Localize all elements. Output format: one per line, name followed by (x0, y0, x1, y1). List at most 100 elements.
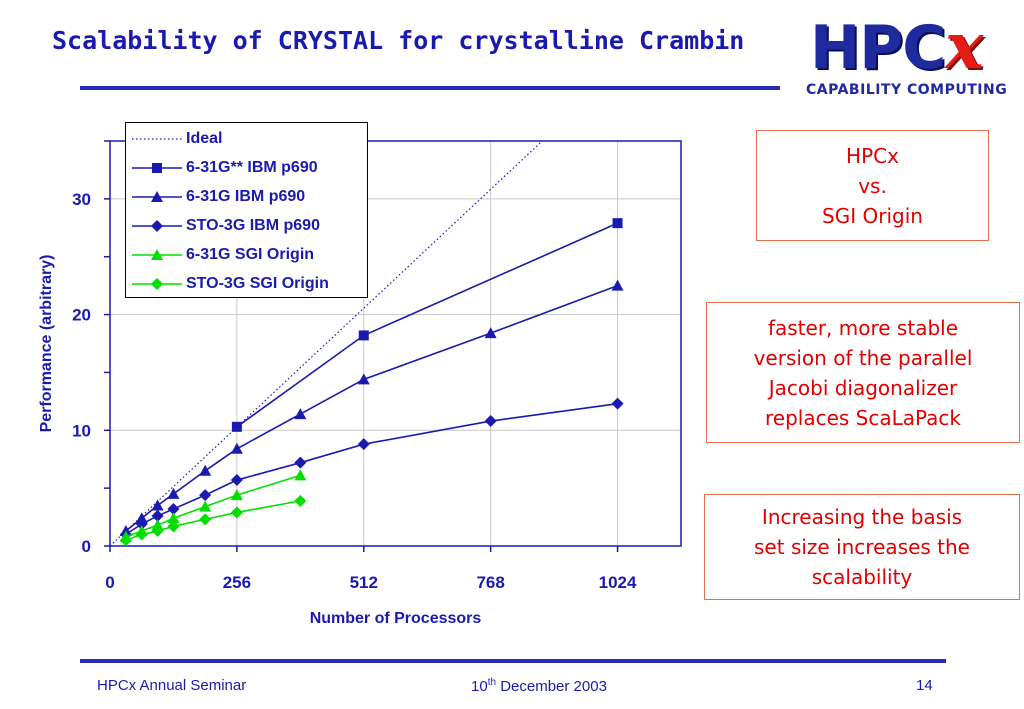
series-6-31g-ibm-p690 (231, 218, 623, 432)
callout-line: Jacobi diagonalizer (768, 375, 958, 400)
footer-date: 10th December 2003 (471, 677, 607, 695)
data-point (151, 509, 164, 522)
title-rule (80, 86, 780, 90)
data-point (294, 408, 307, 420)
legend-label: 6-31G IBM p690 (186, 188, 306, 205)
logo-subtitle: CAPABILITY COMPUTING (806, 82, 1008, 98)
legend-swatch-marker (151, 278, 163, 290)
data-point (135, 518, 148, 531)
legend-item-sto-3g-ibm-p690: STO-3G IBM p690 (132, 212, 320, 240)
data-point (230, 474, 243, 487)
x-tick-label: 768 (476, 573, 504, 592)
footer-date-rest: December 2003 (496, 678, 607, 695)
legend-label: 6-31G SGI Origin (186, 246, 315, 263)
data-point (611, 279, 624, 291)
legend-item-6-31g-ibm-p690: 6-31G** IBM p690 (132, 154, 318, 182)
data-point (199, 500, 212, 512)
data-point (167, 512, 180, 524)
data-point (357, 438, 370, 451)
callout-line: vs. (858, 173, 887, 198)
footer-date-day: 10 (471, 678, 488, 695)
data-point (151, 524, 164, 537)
x-tick-label: 256 (223, 573, 251, 592)
callout-line: Increasing the basis (761, 505, 963, 529)
data-point (612, 218, 623, 229)
legend-label: STO-3G SGI Origin (186, 275, 329, 292)
series-line (125, 284, 618, 532)
logo-wordmark: HPCx (810, 9, 983, 84)
legend-swatch-marker (151, 220, 163, 232)
data-point (294, 469, 307, 481)
series-sto-3g-ibm-p690 (119, 397, 624, 541)
legend-item-6-31g-sgi-origin: 6-31G SGI Origin (132, 241, 314, 269)
callout-line: version of the parallel (753, 345, 973, 370)
legend-swatch (132, 138, 182, 140)
data-point (230, 442, 243, 454)
footer-event: HPCx Annual Seminar (97, 677, 247, 694)
y-tick-label: 20 (72, 306, 91, 325)
callout-line: replaces ScaLaPack (764, 405, 961, 430)
footer-page-number: 14 (916, 677, 933, 694)
plot-frame (109, 140, 682, 547)
callout-line: SGI Origin (822, 203, 923, 228)
y-tick-label: 0 (82, 537, 91, 556)
chart-series (109, 140, 624, 547)
data-point (230, 506, 243, 519)
legend-swatch (132, 191, 182, 202)
hpcx-logo: HPCx CAPABILITY COMPUTING (800, 12, 1012, 104)
legend-swatch-marker (152, 163, 162, 173)
y-axis-title: Performance (arbitrary) (38, 255, 55, 433)
series-sto-3g-sgi-origin (119, 494, 307, 547)
logo-main-text: HPC (810, 13, 946, 83)
data-point (199, 489, 212, 502)
data-point (135, 528, 148, 541)
y-tick-label: 30 (72, 190, 91, 209)
series-ideal (109, 140, 543, 547)
data-point (294, 456, 307, 469)
callout-hpcx-vs-sgi: HPCx vs. SGI Origin (756, 130, 989, 241)
legend-swatch-marker (151, 191, 163, 202)
data-point (484, 327, 497, 339)
data-point (167, 487, 180, 499)
chart-legend: Ideal 6-31G** IBM p690 6-31G IBM p690 STO-3… (125, 122, 368, 298)
callout-line: HPCx (846, 143, 899, 168)
legend-label: Ideal (186, 130, 223, 147)
callout-basis-set: Increasing the basis set size increases … (704, 494, 1020, 600)
data-point (151, 499, 164, 511)
data-point (230, 489, 243, 501)
callout-line: set size increases the (754, 535, 970, 559)
x-tick-label: 1024 (599, 573, 637, 592)
data-point (611, 397, 624, 410)
data-point (357, 373, 370, 385)
footer-rule (80, 659, 946, 663)
slide-title: Scalability of CRYSTAL for crystalline C… (52, 26, 745, 55)
series-6-31g-ibm-p690 (119, 279, 624, 536)
data-point (167, 520, 180, 533)
callout-line: scalability (811, 565, 913, 589)
data-point (199, 464, 212, 476)
data-point (151, 519, 164, 531)
series-line (109, 140, 543, 547)
legend-item-sto-3g-sgi-origin: STO-3G SGI Origin (132, 270, 329, 298)
legend-item-6-31g-ibm-p690: 6-31G IBM p690 (132, 183, 305, 211)
legend-swatch (132, 278, 182, 290)
x-tick-label: 0 (105, 573, 114, 592)
series-line (125, 402, 618, 536)
footer-date-suffix: th (487, 677, 497, 688)
data-point (167, 502, 180, 515)
y-tick-label: 10 (72, 421, 91, 440)
data-point (358, 330, 369, 341)
data-point (199, 513, 212, 526)
x-axis-title: Number of Processors (310, 610, 482, 627)
callout-line: faster, more stable (767, 315, 959, 340)
data-point (231, 421, 242, 432)
legend-swatch (132, 249, 182, 260)
legend-swatch-marker (151, 249, 163, 260)
axis-ticks: 0 256 512 768 1024 0 10 20 30 (72, 140, 637, 592)
logo-x-mark: x (945, 9, 983, 84)
legend-label: STO-3G IBM p690 (186, 217, 320, 234)
callout-jacobi: faster, more stable version of the paral… (706, 302, 1020, 443)
x-tick-label: 512 (350, 573, 378, 592)
legend-item-ideal: Ideal (132, 125, 222, 153)
data-point (294, 494, 307, 507)
